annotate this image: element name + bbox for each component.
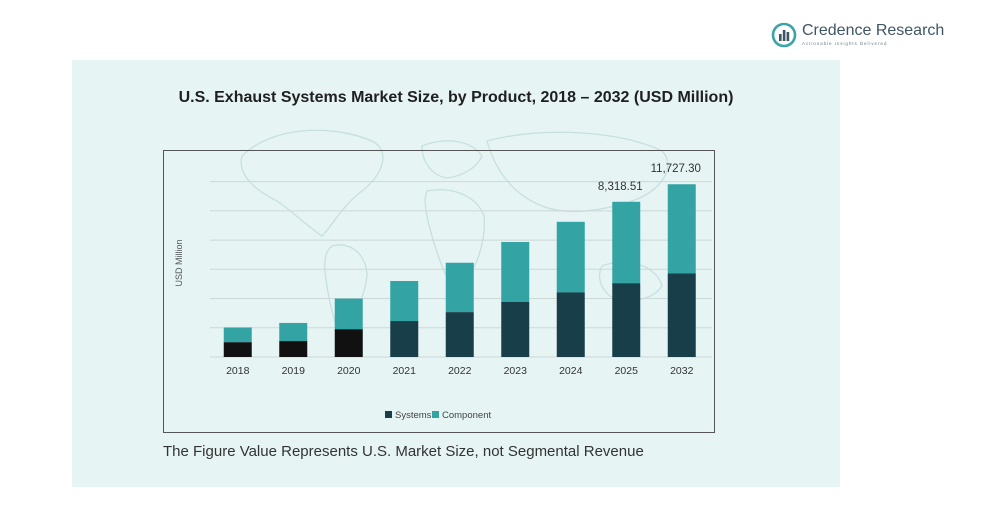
- bar-component-2020: [334, 298, 363, 330]
- x-tick-label: 2018: [226, 365, 250, 377]
- bar-component-2024: [556, 221, 585, 293]
- bar-systems-2025: [612, 283, 641, 357]
- bar-component-2022: [445, 262, 474, 313]
- legend-label-systems: Systems: [395, 410, 432, 421]
- brand-name: Credence Research: [802, 22, 945, 39]
- bar-component-2021: [390, 281, 419, 322]
- x-tick-label: 2023: [504, 365, 528, 377]
- data-label: 11,727.30: [651, 163, 701, 175]
- brand-logo-block: Credence Research Actionable Insights De…: [771, 20, 945, 52]
- legend-swatch-component: [432, 411, 439, 418]
- x-tick-label: 2032: [670, 365, 694, 377]
- chart-footnote: The Figure Value Represents U.S. Market …: [163, 443, 644, 460]
- data-label: 8,318.51: [598, 181, 643, 193]
- x-tick-label: 2020: [337, 365, 361, 377]
- brand-tagline: Actionable Insights Delivered: [802, 41, 888, 46]
- bar-systems-2024: [556, 292, 585, 357]
- bar-systems-2022: [445, 312, 474, 357]
- world-map-watermark: [240, 129, 669, 338]
- bar-chart: USD Million 2018 2019 2020 2021 2022 2023 2024 2…: [174, 163, 712, 421]
- x-tick-label: 2025: [615, 365, 639, 377]
- chart-panel: U.S. Exhaust Systems Market Size, by Pro…: [72, 60, 840, 487]
- x-tick-label: 2022: [448, 365, 472, 377]
- chart-title: U.S. Exhaust Systems Market Size, by Pro…: [178, 89, 734, 106]
- plot-frame: USD Million 2018 2019 2020 2021 2022 2023 2024 2…: [163, 150, 715, 433]
- x-tick-label: 2019: [282, 365, 306, 377]
- bar-systems-2023: [501, 301, 530, 357]
- bar-systems-2019: [279, 341, 308, 357]
- y-axis-label: USD Million: [174, 239, 184, 286]
- bar-component-2025: [612, 201, 641, 284]
- legend-swatch-systems: [385, 411, 392, 418]
- bar-systems-2032: [667, 273, 696, 357]
- bar-component-2032: [667, 184, 696, 274]
- bar-component-2019: [279, 322, 308, 342]
- bar-systems-2018: [223, 342, 252, 357]
- x-tick-label: 2021: [393, 365, 417, 377]
- bar-systems-2021: [390, 321, 419, 357]
- x-tick-label: 2024: [559, 365, 583, 377]
- bar-component-2023: [501, 241, 530, 302]
- legend-label-component: Component: [442, 410, 491, 421]
- credence-logo-icon: [771, 22, 797, 48]
- bar-systems-2020: [334, 329, 363, 357]
- bar-component-2018: [223, 327, 252, 343]
